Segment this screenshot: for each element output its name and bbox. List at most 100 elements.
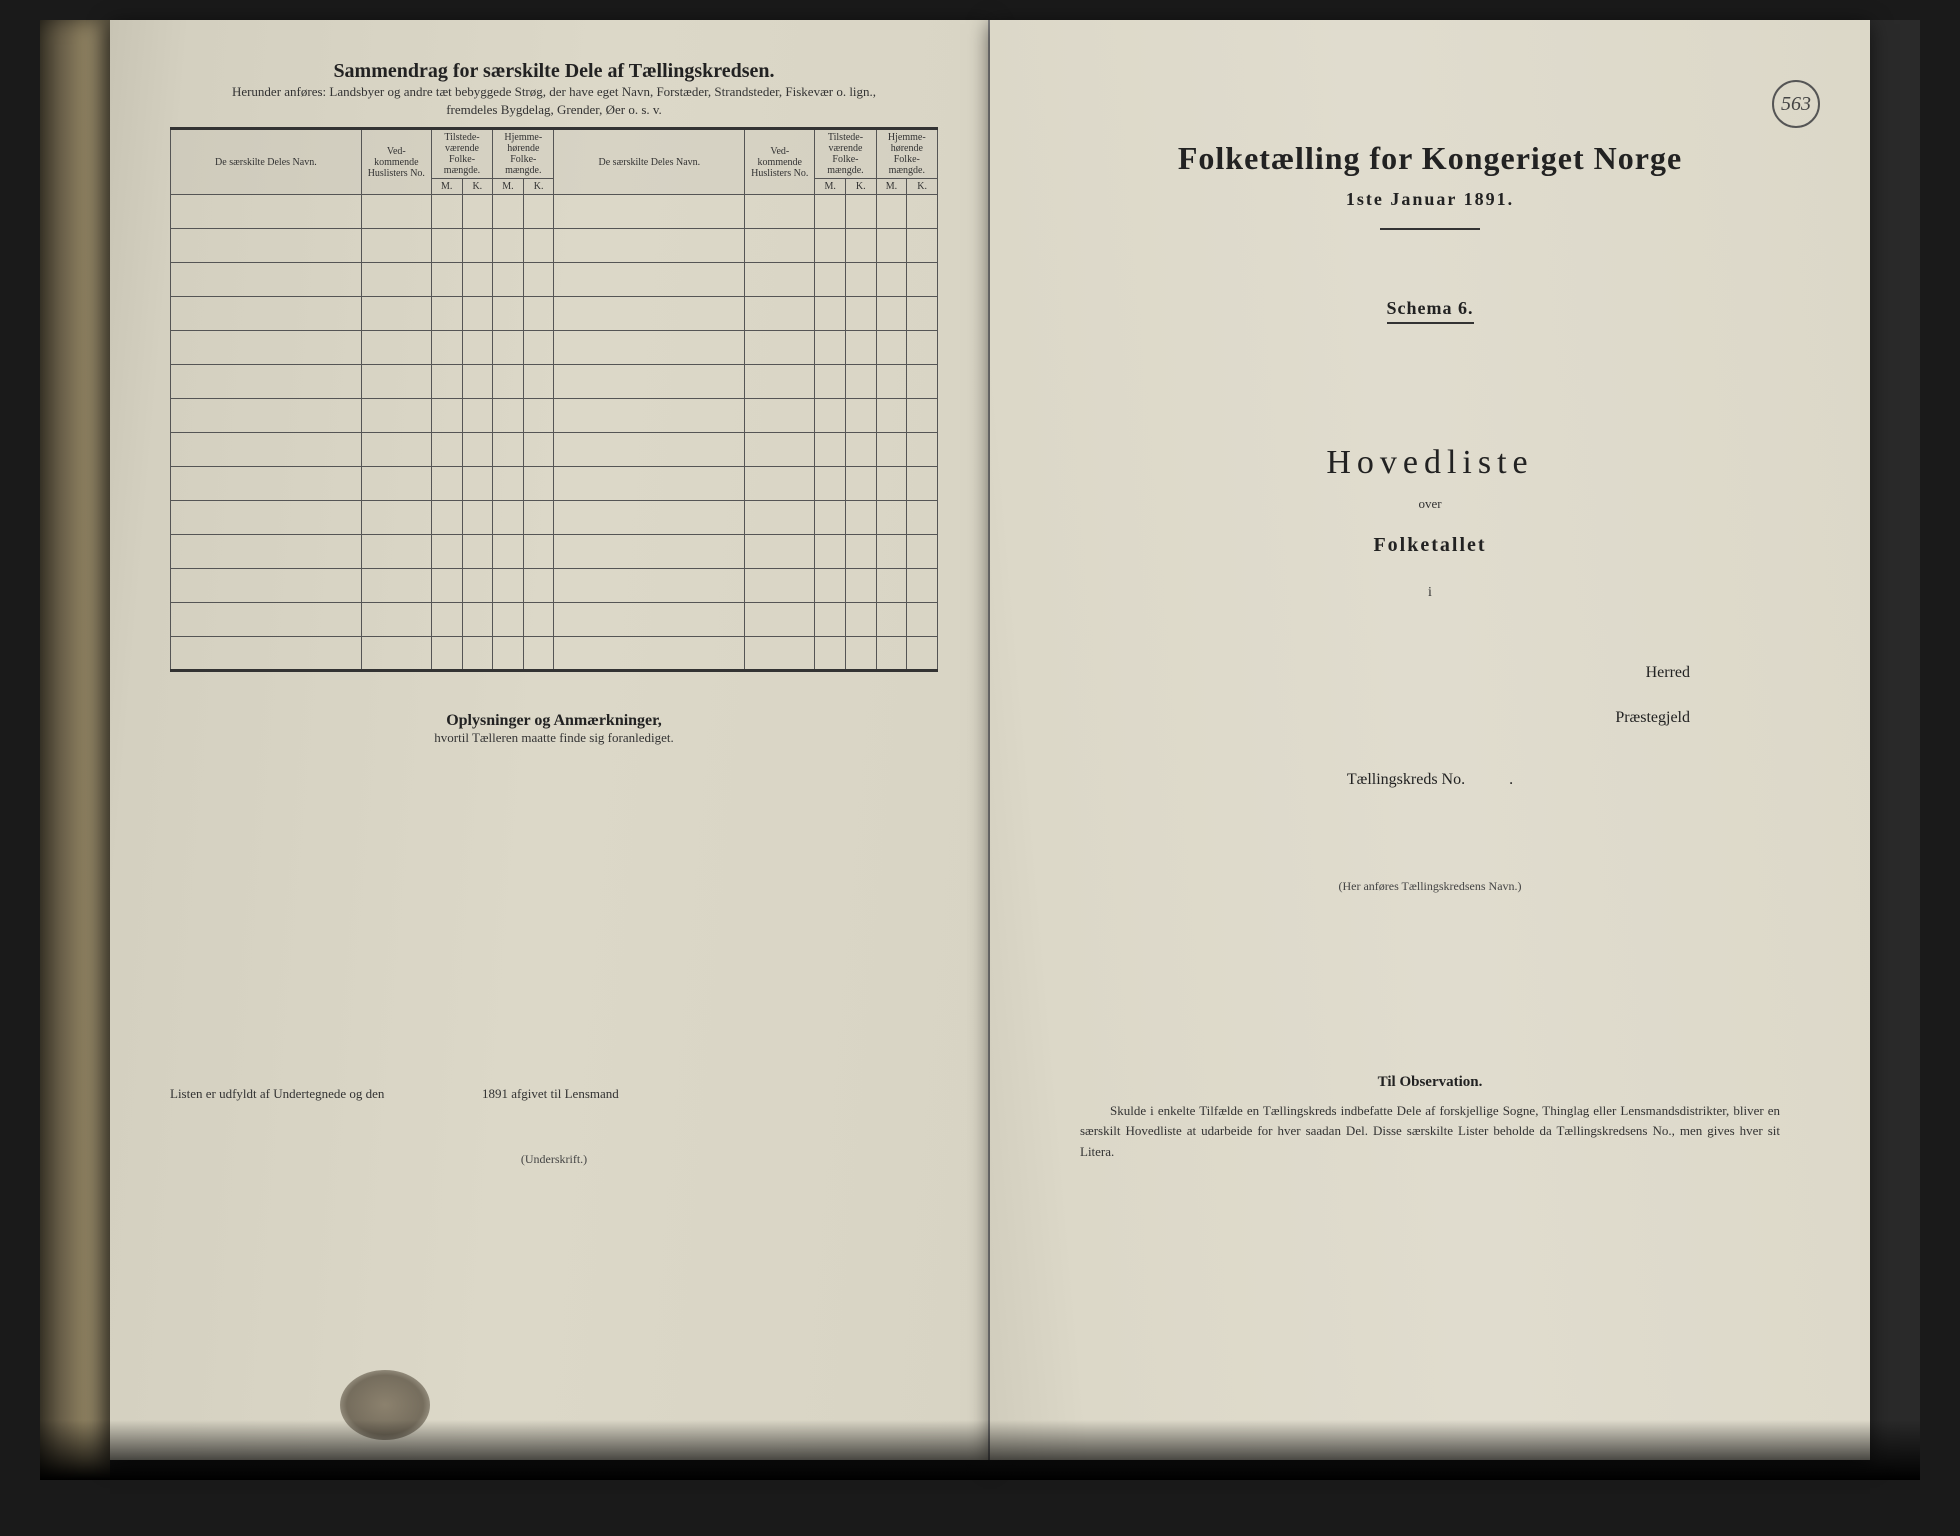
herred-field: Herred: [1050, 651, 1690, 696]
table-cell: [523, 229, 554, 263]
table-cell: [845, 603, 876, 637]
table-cell: [554, 603, 745, 637]
col-m: M.: [876, 179, 907, 195]
table-cell: [462, 399, 493, 433]
table-cell: [171, 501, 362, 535]
table-cell: [745, 467, 815, 501]
table-row: [171, 603, 938, 637]
table-cell: [554, 263, 745, 297]
col-tilstede-2: Tilstede-værende Folke-mængde.: [815, 129, 876, 179]
table-cell: [907, 331, 938, 365]
table-cell: [907, 569, 938, 603]
table-cell: [845, 399, 876, 433]
table-cell: [171, 637, 362, 671]
taellingskreds-field: Tællingskreds No. .: [1050, 771, 1810, 789]
table-cell: [554, 467, 745, 501]
census-date: 1ste Januar 1891.: [1050, 189, 1810, 210]
table-cell: [745, 297, 815, 331]
table-cell: [462, 229, 493, 263]
table-cell: [745, 433, 815, 467]
table-row: [171, 467, 938, 501]
table-cell: [845, 229, 876, 263]
table-cell: [554, 569, 745, 603]
table-cell: [462, 331, 493, 365]
signature-line: Listen er udfyldt af Undertegnede og den…: [170, 1086, 938, 1102]
table-cell: [745, 399, 815, 433]
table-cell: [493, 263, 524, 297]
table-cell: [876, 433, 907, 467]
col-name-1: De særskilte Deles Navn.: [171, 129, 362, 195]
table-cell: [431, 399, 462, 433]
table-cell: [431, 365, 462, 399]
table-cell: [462, 501, 493, 535]
table-cell: [462, 263, 493, 297]
table-cell: [171, 195, 362, 229]
table-cell: [171, 603, 362, 637]
rule-divider: [1380, 228, 1480, 230]
left-subtitle-1: Herunder anføres: Landsbyer og andre tæt…: [170, 83, 938, 101]
hovedliste-heading: Hovedliste: [1050, 444, 1810, 482]
over-label: over: [1050, 496, 1810, 512]
table-cell: [876, 399, 907, 433]
table-cell: [493, 229, 524, 263]
left-header: Sammendrag for særskilte Dele af Tælling…: [170, 60, 938, 119]
page-number-stamp: 563: [1772, 80, 1820, 128]
table-row: [171, 535, 938, 569]
table-cell: [171, 467, 362, 501]
table-cell: [523, 297, 554, 331]
table-cell: [493, 467, 524, 501]
table-cell: [523, 501, 554, 535]
table-cell: [361, 467, 431, 501]
table-head: De særskilte Deles Navn. Ved-kommende Hu…: [171, 129, 938, 195]
col-hjemme-1: Hjemme-hørende Folke-mængde.: [493, 129, 554, 179]
table-cell: [493, 603, 524, 637]
table-cell: [876, 569, 907, 603]
table-cell: [493, 297, 524, 331]
table-cell: [876, 467, 907, 501]
table-cell: [907, 297, 938, 331]
table-cell: [523, 637, 554, 671]
col-tilstede-1: Tilstede-værende Folke-mængde.: [431, 129, 492, 179]
table-cell: [431, 263, 462, 297]
table-cell: [431, 535, 462, 569]
table-cell: [554, 365, 745, 399]
left-title: Sammendrag for særskilte Dele af Tælling…: [170, 60, 938, 83]
table-cell: [554, 399, 745, 433]
table-cell: [493, 569, 524, 603]
table-row: [171, 263, 938, 297]
table-cell: [523, 603, 554, 637]
table-cell: [523, 433, 554, 467]
table-cell: [815, 501, 846, 535]
col-k: K.: [462, 179, 493, 195]
thumb-shadow: [340, 1370, 430, 1440]
table-cell: [523, 365, 554, 399]
table-cell: [361, 569, 431, 603]
table-cell: [745, 569, 815, 603]
underskrift-label: (Underskrift.): [170, 1152, 938, 1167]
table-cell: [554, 535, 745, 569]
table-cell: [876, 195, 907, 229]
table-cell: [815, 603, 846, 637]
table-cell: [431, 297, 462, 331]
table-cell: [815, 467, 846, 501]
table-row: [171, 433, 938, 467]
table-cell: [431, 569, 462, 603]
table-cell: [554, 433, 745, 467]
til-observation-heading: Til Observation.: [1050, 1074, 1810, 1091]
table-cell: [462, 569, 493, 603]
signature-text-b: 1891 afgivet til Lensmand: [482, 1086, 619, 1101]
table-cell: [815, 331, 846, 365]
table-cell: [845, 365, 876, 399]
table-row: [171, 399, 938, 433]
table-cell: [815, 263, 846, 297]
table-cell: [171, 399, 362, 433]
signature-text-a: Listen er udfyldt af Undertegnede og den: [170, 1086, 384, 1101]
table-cell: [361, 637, 431, 671]
table-cell: [745, 263, 815, 297]
table-cell: [845, 501, 876, 535]
census-table: De særskilte Deles Navn. Ved-kommende Hu…: [170, 127, 938, 672]
col-ved-1: Ved-kommende Huslisters No.: [361, 129, 431, 195]
table-cell: [462, 433, 493, 467]
table-cell: [171, 433, 362, 467]
table-cell: [431, 467, 462, 501]
